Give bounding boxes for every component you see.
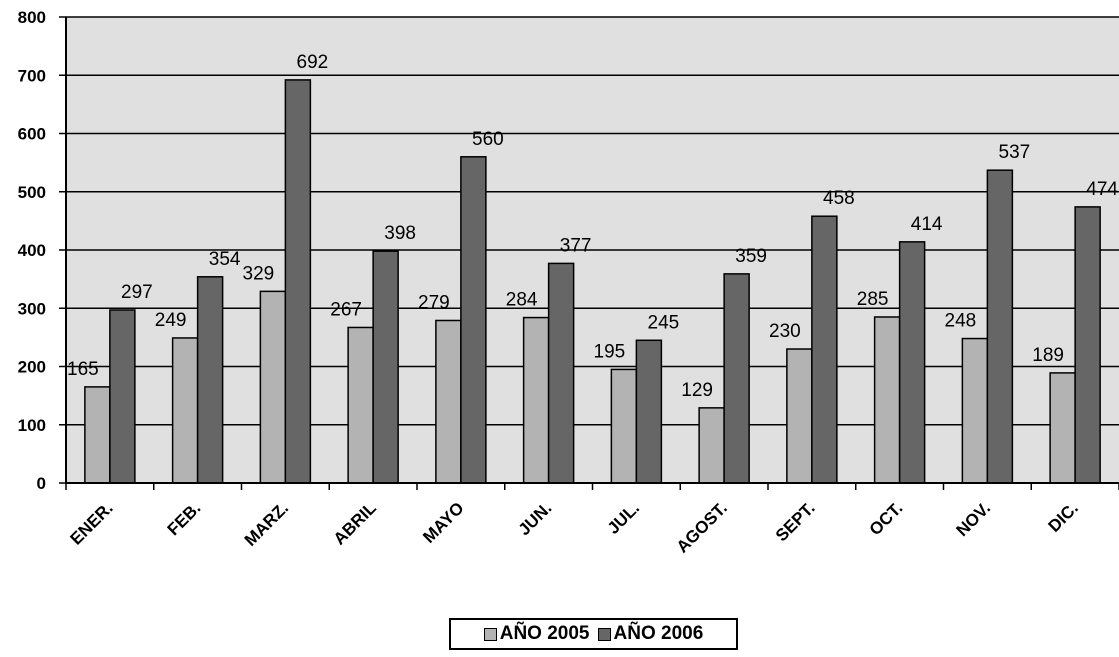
data-label: 458 — [823, 188, 855, 209]
bar-2005 — [873, 316, 901, 484]
data-label: 414 — [911, 214, 943, 235]
data-label: 245 — [648, 312, 680, 333]
data-label: 267 — [330, 299, 362, 320]
bar-2006 — [986, 169, 1014, 484]
y-tick-label: 100 — [18, 416, 46, 435]
y-tick-label: 300 — [18, 299, 46, 318]
x-tick-label: SEPT. — [772, 498, 819, 545]
legend-item-2005: AÑO 2005 — [483, 623, 590, 645]
legend: AÑO 2005 AÑO 2006 — [449, 618, 738, 650]
y-tick-label: 400 — [18, 241, 46, 260]
bar-2005 — [347, 326, 374, 484]
y-axis-ticks: 0 100 200 300 400 500 600 700 800 — [18, 8, 66, 493]
bar-2005 — [1049, 372, 1076, 484]
bar-2005 — [610, 368, 638, 484]
bar-2006 — [547, 262, 575, 484]
y-tick-label: 700 — [18, 66, 46, 85]
data-label: 129 — [681, 380, 713, 401]
bar-2005 — [84, 386, 111, 484]
bar-2005 — [522, 316, 550, 484]
bar-2006 — [109, 309, 136, 484]
y-tick-label: 200 — [18, 358, 46, 377]
data-label: 398 — [384, 223, 416, 244]
data-label: 537 — [999, 142, 1031, 163]
data-label: 692 — [297, 52, 329, 73]
y-tick-label: 500 — [18, 183, 46, 202]
data-label: 329 — [243, 263, 275, 284]
x-tick-label: ENER. — [67, 498, 117, 548]
bar-2005 — [171, 337, 199, 484]
data-label: 284 — [506, 290, 538, 311]
data-label: 195 — [594, 341, 626, 362]
bar-2005 — [259, 290, 287, 484]
data-label: 474 — [1086, 179, 1118, 200]
bar-2006 — [811, 215, 838, 484]
bar-2006 — [284, 79, 312, 484]
data-label: 377 — [560, 235, 592, 256]
data-label: 165 — [67, 359, 99, 380]
legend-swatch-2005 — [483, 627, 497, 641]
data-label: 285 — [857, 289, 889, 310]
y-tick-label: 800 — [18, 8, 46, 27]
y-tick-label: 0 — [37, 474, 46, 493]
bar-2005 — [786, 348, 813, 484]
data-label: 354 — [209, 249, 241, 270]
data-label: 359 — [735, 246, 767, 267]
bar-2006 — [460, 156, 487, 484]
x-tick-label: FEB. — [164, 498, 205, 539]
legend-item-2006: AÑO 2006 — [597, 623, 704, 645]
data-label: 230 — [769, 321, 801, 342]
y-tick-label: 600 — [18, 125, 46, 144]
data-label: 249 — [155, 310, 187, 331]
data-label: 248 — [945, 311, 977, 332]
x-tick-label: AGOST. — [673, 498, 731, 556]
data-label: 279 — [418, 292, 450, 313]
bar-2006 — [635, 339, 663, 484]
bar-2006 — [196, 276, 224, 484]
x-tick-label: NOV. — [952, 498, 994, 540]
bar-2006 — [898, 241, 926, 484]
data-label: 297 — [121, 282, 153, 303]
legend-swatch-2006 — [597, 627, 611, 641]
bar-2005 — [698, 407, 725, 484]
x-tick-label: MAYO — [419, 498, 467, 546]
bar-2006 — [372, 250, 399, 484]
x-tick-label: OCT. — [866, 498, 907, 539]
data-label: 189 — [1032, 345, 1064, 366]
bars — [84, 79, 1101, 484]
x-tick-label: DIC. — [1044, 498, 1081, 535]
bar-2005 — [435, 319, 462, 484]
x-tick-label: MARZ. — [241, 498, 292, 549]
x-tick-label: JUN. — [515, 498, 556, 539]
bar-2006 — [723, 273, 750, 484]
x-tick-label: ABRIL — [330, 498, 380, 548]
x-tick-label: JUL. — [604, 498, 643, 537]
legend-label-2006: AÑO 2006 — [613, 623, 704, 644]
data-label: 560 — [472, 129, 504, 150]
legend-label-2005: AÑO 2005 — [499, 623, 590, 644]
bar-2005 — [961, 337, 989, 484]
bar-2006 — [1074, 206, 1101, 484]
